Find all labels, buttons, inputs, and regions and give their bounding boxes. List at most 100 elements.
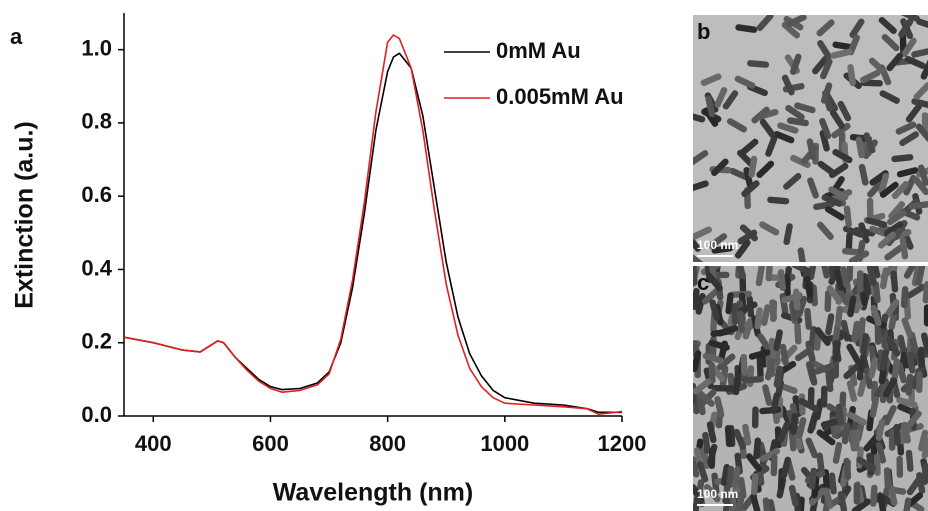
nanorod [867, 179, 885, 198]
nanorod [693, 494, 701, 511]
nanorod [777, 421, 790, 443]
nanorod [875, 419, 886, 441]
nanorod [853, 482, 861, 505]
nanorod [828, 472, 837, 495]
nanorod [816, 221, 834, 240]
nanorod [840, 266, 850, 288]
nanorod [825, 313, 835, 336]
nanorods [693, 266, 928, 511]
nanorod [813, 200, 835, 211]
nanorod [921, 436, 928, 459]
nanorod [917, 429, 928, 452]
legend-label: 0.005mM Au [496, 84, 624, 109]
nanorod [824, 289, 832, 313]
scale-bar-label: 100 nm [697, 487, 738, 501]
nanorod [794, 345, 815, 362]
nanorod [912, 176, 928, 196]
nanorod [863, 367, 874, 390]
y-tick-label: 0.6 [81, 182, 112, 207]
nanorod [830, 48, 853, 59]
nanorod [857, 375, 868, 397]
nanorod [863, 132, 876, 154]
nanorod [899, 237, 909, 260]
nanorod [821, 194, 843, 207]
nanorod [710, 328, 733, 338]
nanorod [831, 122, 851, 139]
nanorod [879, 90, 900, 104]
scale-bar-label: 100 nm [697, 238, 738, 252]
y-axis-title: Extinction (a.u.) [11, 121, 39, 309]
nanorod [735, 266, 746, 279]
nanorod [734, 75, 756, 89]
nanorod [770, 392, 780, 415]
nanorod [740, 353, 748, 376]
nanorod [731, 302, 739, 325]
nanorod [870, 484, 878, 507]
nanorod [895, 121, 917, 135]
nanorod [693, 150, 709, 166]
nanorod [891, 358, 900, 381]
nanorod [920, 58, 928, 80]
nanorod [893, 423, 901, 446]
nanorod [879, 181, 899, 198]
nanorod [846, 343, 861, 364]
nanorod [794, 322, 802, 345]
nanorod [819, 58, 833, 80]
nanorod [828, 186, 849, 201]
nanorod [755, 266, 765, 287]
nanorod [884, 244, 904, 261]
nanorod [808, 467, 817, 490]
nanorod [705, 95, 716, 118]
y-tick-label: 0.4 [81, 255, 112, 280]
nanorod [773, 130, 795, 144]
nanorod [788, 429, 797, 452]
nanorod [921, 462, 928, 485]
nanorod [813, 363, 835, 375]
nanorod [846, 411, 867, 426]
nanorod [693, 456, 700, 478]
nanorod [714, 87, 728, 108]
nanorod [722, 90, 739, 110]
nanorod [886, 336, 901, 357]
nanorod [851, 320, 861, 343]
nanorod [855, 136, 865, 159]
nanorod [898, 18, 914, 38]
nanorod [848, 250, 870, 262]
nanorod [843, 457, 852, 480]
nanorod [781, 21, 801, 39]
nanorod [849, 18, 865, 39]
nanorod [757, 333, 773, 353]
nanorod [865, 217, 888, 228]
nanorod [897, 334, 908, 357]
nanorods [693, 15, 928, 262]
nanorod [856, 358, 865, 381]
nanorod [711, 158, 729, 177]
legend-label: 0mM Au [496, 38, 581, 63]
nanorod [769, 299, 777, 322]
nanorod [851, 498, 872, 511]
nanorod [781, 74, 795, 96]
nanorod [794, 102, 816, 114]
nanorod [765, 135, 778, 157]
nanorod [883, 221, 904, 237]
nanorod [875, 441, 887, 464]
nanorod [696, 461, 709, 483]
nanorod [707, 233, 728, 249]
nanorod [916, 18, 928, 31]
nanorod [747, 60, 770, 68]
nanorod [877, 231, 896, 249]
nanorod [923, 304, 928, 327]
nanorod [917, 346, 926, 369]
nanorod [906, 475, 923, 496]
nanorod [797, 247, 807, 262]
nanorod [807, 177, 819, 199]
nanorod [900, 286, 909, 309]
nanorod [780, 456, 792, 479]
nanorod [874, 322, 882, 345]
nanorod [742, 423, 752, 446]
nanorod [725, 292, 734, 315]
nanorod [856, 270, 864, 293]
nanorod [828, 266, 836, 278]
nanorod [913, 82, 928, 100]
